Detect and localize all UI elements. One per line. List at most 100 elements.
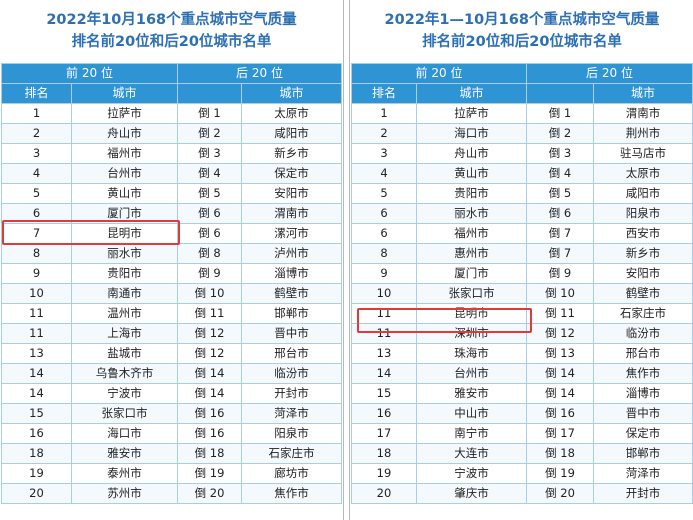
cell-bottom-city: 临汾市: [593, 323, 693, 344]
table-row: 7 昆明市倒 6 漯河市: [1, 223, 342, 244]
cell-city: 厦门市: [71, 203, 178, 224]
table-row: 10 张家口市倒 10 鹤壁市: [351, 283, 693, 304]
cell-city: 丽水市: [416, 203, 527, 224]
cell-rank: 11: [1, 323, 72, 344]
right-col-city: 城市: [416, 83, 527, 104]
cell-city: 泰州市: [71, 463, 178, 484]
cell-bottom-city: 保定市: [593, 423, 693, 444]
cell-rank: 6: [351, 203, 417, 224]
cell-bottom-rank: 倒 17: [526, 423, 594, 444]
left-group-bottom: 后 20 位: [177, 63, 342, 84]
table-row: 14 台州市倒 14 焦作市: [351, 363, 693, 384]
cell-bottom-rank: 倒 6: [177, 223, 242, 244]
table-row: 6 福州市倒 7 西安市: [351, 223, 693, 244]
cell-city: 丽水市: [71, 243, 178, 264]
table-row: 14 宁波市倒 14 开封市: [1, 383, 342, 404]
cell-rank: 6: [351, 223, 417, 244]
table-row: 9 贵阳市倒 9 淄博市: [1, 263, 342, 284]
right-panel: 2022年1—10月168个重点城市空气质量 排名前20位和后20位城市名单 前…: [349, 0, 693, 520]
cell-city: 张家口市: [71, 403, 178, 424]
cell-bottom-rank: 倒 6: [526, 203, 594, 224]
cell-bottom-city: 菏泽市: [593, 463, 693, 484]
table-row: 1 拉萨市倒 1 渭南市: [351, 103, 693, 124]
table-row: 13 盐城市倒 12 邢台市: [1, 343, 342, 364]
cell-bottom-rank: 倒 19: [526, 463, 594, 484]
table-row: 4 台州市倒 4 保定市: [1, 163, 342, 184]
cell-rank: 5: [1, 183, 72, 204]
table-row: 4 黄山市倒 4 太原市: [351, 163, 693, 184]
cell-bottom-city: 保定市: [241, 163, 342, 184]
table-row: 2 海口市倒 2 荆州市: [351, 123, 693, 144]
cell-rank: 13: [1, 343, 72, 364]
cell-city: 昆明市: [71, 223, 178, 244]
cell-city: 张家口市: [416, 283, 527, 304]
cell-bottom-city: 石家庄市: [241, 443, 342, 464]
cell-city: 黄山市: [416, 163, 527, 184]
cell-bottom-city: 新乡市: [593, 243, 693, 264]
cell-bottom-rank: 倒 20: [526, 483, 594, 504]
cell-city: 苏州市: [71, 483, 178, 504]
cell-city: 舟山市: [416, 143, 527, 164]
cell-bottom-rank: 倒 12: [177, 343, 242, 364]
cell-bottom-rank: 倒 5: [526, 183, 594, 204]
cell-city: 舟山市: [71, 123, 178, 144]
cell-bottom-rank: 倒 1: [526, 103, 594, 124]
table-row: 19 宁波市倒 19 菏泽市: [351, 463, 693, 484]
cell-bottom-rank: 倒 2: [177, 123, 242, 144]
cell-bottom-city: 开封市: [593, 483, 693, 504]
table-row: 16 中山市倒 16 晋中市: [351, 403, 693, 424]
cell-rank: 17: [351, 423, 417, 444]
table-row: 18 大连市倒 18 邯郸市: [351, 443, 693, 464]
cell-bottom-city: 鹤壁市: [593, 283, 693, 304]
cell-bottom-city: 廊坊市: [241, 463, 342, 484]
table-row: 20 肇庆市倒 20 开封市: [351, 483, 693, 504]
cell-rank: 19: [1, 463, 72, 484]
cell-city: 雅安市: [416, 383, 527, 404]
cell-bottom-city: 咸阳市: [241, 123, 342, 144]
left-group-top: 前 20 位: [1, 63, 178, 84]
right-ranking-table: 前 20 位 后 20 位 排名 城市 城市 1 拉萨市倒 1 渭南市 2 海口市倒 2…: [351, 63, 693, 504]
left-title-line2: 排名前20位和后20位城市名单: [71, 34, 272, 50]
left-title-line1: 2022年10月168个重点城市空气质量: [46, 12, 297, 28]
table-row: 11 昆明市倒 11 石家庄市: [351, 303, 693, 324]
cell-bottom-city: 渭南市: [593, 103, 693, 124]
cell-rank: 8: [1, 243, 72, 264]
cell-city: 台州市: [71, 163, 178, 184]
cell-rank: 16: [1, 423, 72, 444]
left-ranking-table: 前 20 位 后 20 位 排名 城市 城市 1 拉萨市倒 1 太原市 2 舟山市倒 2…: [1, 63, 342, 504]
table-row: 18 雅安市倒 18 石家庄市: [1, 443, 342, 464]
cell-rank: 8: [351, 243, 417, 264]
cell-bottom-rank: 倒 7: [526, 243, 594, 264]
cell-bottom-city: 邢台市: [241, 343, 342, 364]
cell-bottom-rank: 倒 16: [177, 403, 242, 424]
cell-city: 惠州市: [416, 243, 527, 264]
cell-city: 海口市: [71, 423, 178, 444]
cell-bottom-city: 菏泽市: [241, 403, 342, 424]
cell-bottom-city: 邯郸市: [241, 303, 342, 324]
cell-city: 南通市: [71, 283, 178, 304]
cell-rank: 2: [1, 123, 72, 144]
cell-bottom-city: 焦作市: [593, 363, 693, 384]
cell-rank: 9: [1, 263, 72, 284]
cell-rank: 15: [351, 383, 417, 404]
table-row: 5 黄山市倒 5 安阳市: [1, 183, 342, 204]
cell-rank: 11: [351, 323, 417, 344]
cell-bottom-city: 太原市: [593, 163, 693, 184]
cell-city: 大连市: [416, 443, 527, 464]
cell-bottom-rank: 倒 18: [177, 443, 242, 464]
cell-rank: 3: [351, 143, 417, 164]
cell-city: 海口市: [416, 123, 527, 144]
cell-rank: 10: [351, 283, 417, 304]
table-row: 15 张家口市倒 16 菏泽市: [1, 403, 342, 424]
cell-bottom-rank: 倒 9: [177, 263, 242, 284]
cell-city: 宁波市: [416, 463, 527, 484]
cell-bottom-city: 安阳市: [241, 183, 342, 204]
table-row: 11 深圳市倒 12 临汾市: [351, 323, 693, 344]
cell-bottom-city: 临汾市: [241, 363, 342, 384]
cell-rank: 3: [1, 143, 72, 164]
table-row: 5 贵阳市倒 5 咸阳市: [351, 183, 693, 204]
left-col-rank: 排名: [1, 83, 72, 104]
right-group-top: 前 20 位: [351, 63, 527, 84]
table-row: 10 南通市倒 10 鹤壁市: [1, 283, 342, 304]
cell-bottom-city: 西安市: [593, 223, 693, 244]
